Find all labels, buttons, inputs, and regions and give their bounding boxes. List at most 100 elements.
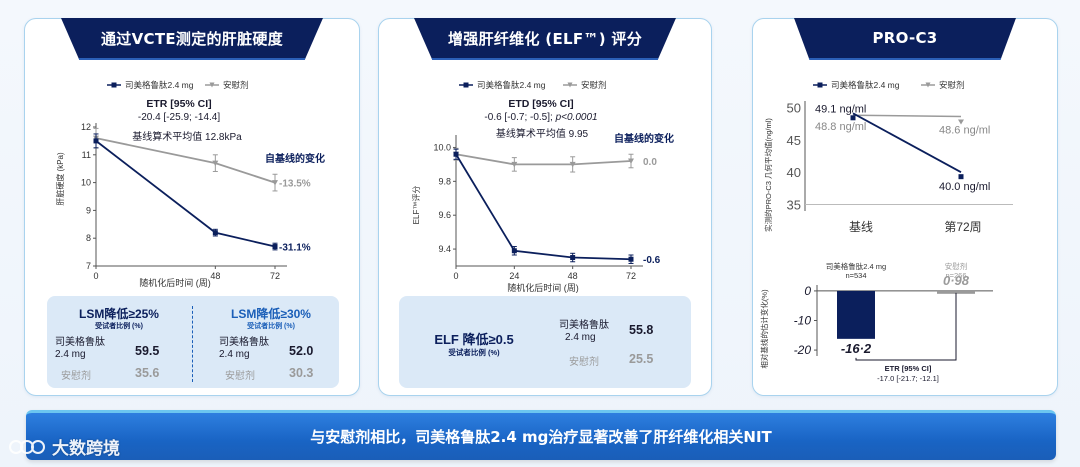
vcte-etr-value: -20.4 [-25.9; -14.4] (138, 112, 220, 123)
x-tick-label: 0 (93, 271, 98, 281)
vcte-legend: 司美格鲁肽2.4 mg 安慰剂 (107, 80, 249, 90)
placebo-series-line (852, 114, 962, 118)
y-tick-label: 8 (86, 233, 91, 243)
legend-label-placebo: 安慰剂 (223, 80, 249, 90)
vcte-chart: 司美格鲁肽2.4 mg 安慰剂 ETR [95% CI] -20.4 [-25.… (55, 80, 325, 288)
legend-marker-drug (463, 82, 469, 88)
drug-bar (837, 290, 875, 339)
placebo-data-point (628, 158, 634, 165)
vcte-ylabel: 肝脏硬度 (kPa) (55, 152, 65, 206)
elf-chart: 司美格鲁肽2.4 mg 安慰剂 ETD [95% CI] -0.6 [-0.7;… (412, 80, 674, 293)
drug-data-point (212, 230, 218, 236)
placebo-series-line (95, 137, 276, 184)
drug-series-line (455, 153, 632, 261)
proc3-xtick-baseline: 基线 (849, 220, 873, 234)
proc3-xtick-week72: 第72周 (944, 220, 981, 234)
x-tick-label: 72 (270, 271, 280, 281)
legend-marker-placebo (209, 82, 215, 88)
y-tick-label: 9.6 (438, 210, 451, 220)
y-tick-label: 10.0 (433, 142, 451, 152)
elf-placebo-value: 25.5 (629, 352, 654, 366)
bar-drug-n: n=534 (845, 271, 866, 280)
placebo-bar (937, 290, 975, 294)
legend-marker-drug (817, 82, 823, 88)
elf-table-header: ELF 降低≥0.5 (434, 332, 514, 347)
elf-panel: 增强肝纤维化 (ELF™) 评分 司美格鲁肽2.4 mg 安慰剂 ETD [95… (378, 18, 712, 396)
drug-end-label: -0.6 (643, 255, 661, 266)
table-divider (192, 306, 193, 382)
drug-data-point (272, 244, 278, 250)
elf-drug-label-2: 2.4 mg (565, 332, 596, 343)
lsm25-sub: 受试者比例 (%) (95, 323, 143, 330)
x-tick-label: 48 (568, 271, 578, 281)
drug-week72-label: 40.0 ng/ml (939, 181, 990, 193)
elf-etd-ci: -0.6 [-0.7; -0.5]; (484, 112, 555, 123)
proc3-legend: 司美格鲁肽2.4 mg 安慰剂 (813, 80, 965, 90)
placebo-series-line (455, 153, 632, 166)
placebo-data-point (511, 161, 518, 168)
drug-data-point (511, 248, 517, 254)
y-tick-label: 12 (81, 122, 91, 132)
vcte-etr-label: ETR [95% CI] (146, 98, 211, 110)
lsm30-placebo-label: 安慰剂 (225, 371, 255, 382)
lsm30-sub: 受试者比例 (%) (247, 323, 295, 330)
legend-label-drug: 司美格鲁肽2.4 mg (831, 80, 900, 90)
bar-y-tick-label: -10 (794, 314, 812, 328)
y-tick-label: 10 (81, 178, 91, 188)
x-tick-label: 72 (626, 271, 636, 281)
vcte-change-label: 自基线的变化 (265, 152, 325, 165)
drug-data-point (93, 138, 99, 144)
lsm30-header: LSM降低≥30% (231, 307, 311, 321)
legend-marker-placebo (925, 82, 931, 88)
drug-series-line (852, 112, 962, 173)
y-tick-label: 35 (787, 198, 801, 213)
bar-etr-label: ETR [95% CI] (885, 364, 932, 373)
lsm25-drug-label: 司美格鲁肽 2.4 mg (55, 337, 105, 361)
x-tick-label: 48 (210, 271, 220, 281)
legend-label-placebo: 安慰剂 (581, 80, 607, 90)
y-tick-label: 50 (787, 100, 801, 115)
elf-title-ribbon: 增强肝纤维化 (ELF™) 评分 (414, 18, 676, 60)
elf-xlabel: 随机化后时间 (周) (507, 282, 579, 293)
etr-bracket (855, 292, 957, 361)
y-tick-label: 40 (787, 165, 801, 180)
elf-table-sub: 受试者比例 (%) (448, 348, 500, 357)
placebo-data-point (958, 119, 964, 125)
placebo-week72-label: 48.6 ng/ml (939, 125, 990, 137)
proc3-chart: 司美格鲁肽2.4 mg 安慰剂 实测的PRO-C3 几何平均值(ng/ml) 基… (759, 80, 1013, 383)
legend-label-drug: 司美格鲁肽2.4 mg (477, 80, 546, 90)
y-tick-label: 7 (86, 261, 91, 271)
drug-data-point (570, 255, 576, 261)
elf-title: 增强肝纤维化 (ELF™) 评分 (447, 29, 642, 48)
drug-data-point (453, 151, 459, 157)
elf-ylabel: ELF™评分 (412, 186, 421, 225)
placebo-bar-value: 0·98 (943, 273, 970, 288)
drug-bar-value: -16·2 (841, 341, 872, 356)
y-tick-label: 11 (82, 150, 91, 160)
elf-etd-value: -0.6 [-0.7; -0.5]; p<0.0001 (484, 112, 597, 123)
placebo-end-label: 0.0 (643, 157, 657, 168)
elf-legend: 司美格鲁肽2.4 mg 安慰剂 (459, 80, 607, 90)
y-tick-label: 9.8 (438, 176, 451, 186)
proc3-title: PRO-C3 (872, 29, 938, 47)
elf-drug-value: 55.8 (629, 323, 654, 337)
elf-etd-label: ETD [95% CI] (508, 98, 573, 110)
placebo-baseline-label: 48.8 ng/ml (815, 121, 866, 133)
drug-baseline-label: 49.1 ng/ml (815, 103, 866, 115)
elf-etd-p: p<0.0001 (555, 112, 598, 123)
elf-baseline-note: 基线算术平均值 9.95 (496, 127, 589, 140)
conclusion-banner: 与安慰剂相比，司美格鲁肽2.4 mg治疗显著改善了肝纤维化相关NIT (26, 410, 1056, 460)
drug-data-point (850, 115, 856, 121)
bar-y-tick-label: 0 (804, 284, 811, 298)
watermark-text: 大数跨境 (52, 439, 120, 459)
elf-drug-label: 司美格鲁肽 2.4 mg (559, 320, 609, 344)
lsm25-drug-value: 59.5 (135, 344, 160, 358)
lsm30-drug-value: 52.0 (289, 344, 314, 358)
drug-end-label: -31.1% (279, 243, 311, 254)
y-tick-label: 9.4 (438, 244, 451, 254)
lsm25-placebo-label: 安慰剂 (61, 371, 91, 382)
bar-ylabel-text: 相对基线的估计变化(%) (759, 289, 769, 369)
x-tick-label: 0 (453, 271, 458, 281)
lsm25-drug-label-2: 2.4 mg (55, 349, 86, 360)
bar-placebo-label: 安慰剂 (945, 261, 968, 271)
